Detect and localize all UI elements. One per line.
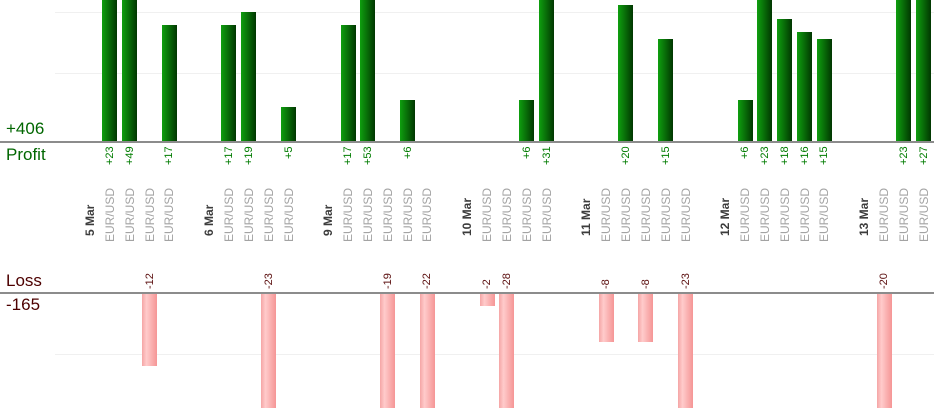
loss-value-label: -19 <box>381 273 394 289</box>
loss-bar <box>142 294 158 366</box>
profit-value-label: +16 <box>798 146 811 165</box>
loss-value-label: -12 <box>143 273 156 289</box>
profit-bar <box>102 0 118 141</box>
profit-value-label: +15 <box>818 146 831 165</box>
profit-bar <box>896 0 912 141</box>
profit-bar <box>658 39 674 141</box>
loss-bar <box>479 294 495 306</box>
profit-bar <box>539 0 555 141</box>
profit-value-label: +15 <box>659 146 672 165</box>
profit-bar <box>161 25 177 141</box>
profit-value-label: +17 <box>163 146 176 165</box>
symbol-label: EUR/USD <box>638 187 653 242</box>
loss-bar <box>419 294 435 408</box>
loss-value-label: -23 <box>262 273 275 289</box>
profit-bar <box>797 32 813 141</box>
symbol-label: EUR/USD <box>142 187 157 242</box>
symbol-label: EUR/USD <box>261 187 276 242</box>
profit-bar <box>281 107 296 141</box>
profit-value-label: +17 <box>342 146 355 165</box>
loss-bar <box>678 294 693 408</box>
profit-value-label: +20 <box>619 146 632 165</box>
symbol-label: EUR/USD <box>499 187 514 242</box>
profit-total: +406 <box>6 119 45 138</box>
loss-axis-title: Loss <box>6 271 42 290</box>
profit-bar <box>916 0 932 141</box>
loss-bar <box>638 294 654 342</box>
loss-bar <box>261 294 277 408</box>
date-label: 12 Mar <box>718 197 733 236</box>
symbol-label: EUR/USD <box>599 187 614 242</box>
loss-value-label: -2 <box>481 279 493 289</box>
profit-value-label: +6 <box>401 146 414 159</box>
loss-value-label: -23 <box>679 273 692 289</box>
profit-axis-title: Profit <box>6 145 46 164</box>
profit-bar <box>816 39 832 141</box>
loss-value-label: -22 <box>421 273 434 289</box>
profit-value-label: +17 <box>222 146 235 165</box>
loss-total: -165 <box>6 295 41 314</box>
profit-bar <box>757 0 773 141</box>
profit-value-label: +23 <box>897 146 910 165</box>
profit-bar <box>777 18 793 141</box>
profit-bar <box>360 0 376 141</box>
profit-bar <box>122 0 138 141</box>
profit-value-label: +19 <box>242 146 255 165</box>
date-label: 5 Mar <box>83 204 97 236</box>
profit-bar <box>340 25 356 141</box>
loss-bar <box>380 294 396 408</box>
profit-value-label: +23 <box>758 146 771 165</box>
profit-value-label: +27 <box>917 146 930 165</box>
date-label: 10 Mar <box>460 197 475 236</box>
profit-bar <box>519 100 535 141</box>
symbol-label: EUR/USD <box>420 187 435 242</box>
profit-value-label: +6 <box>739 146 752 159</box>
profit-gridline <box>55 73 934 74</box>
loss-axis-line <box>0 292 934 294</box>
loss-value-label: -8 <box>639 279 652 289</box>
profit-axis-line <box>0 141 934 143</box>
profit-bar <box>400 100 416 141</box>
symbol-label: EUR/USD <box>678 187 693 242</box>
profit-bar <box>221 25 237 141</box>
date-label: 13 Mar <box>857 197 872 236</box>
date-label: 11 Mar <box>579 198 594 236</box>
loss-bar <box>598 294 614 342</box>
profit-value-label: +18 <box>778 146 791 165</box>
profit-value-label: +31 <box>540 146 553 165</box>
profit-value-label: +6 <box>520 146 533 159</box>
profit-value-label: +5 <box>282 146 295 159</box>
profit-value-label: +23 <box>103 146 116 165</box>
profit-bar <box>737 100 753 141</box>
loss-value-label: -28 <box>500 273 513 289</box>
loss-bar <box>499 294 515 408</box>
date-label: 9 Mar <box>321 204 336 236</box>
profit-value-label: +49 <box>123 146 136 165</box>
date-label: 6 Mar <box>202 204 217 236</box>
profit-bar <box>241 11 257 141</box>
loss-value-label: -8 <box>600 279 613 289</box>
symbol-label: EUR/USD <box>380 187 395 242</box>
profit-value-label: +53 <box>361 146 374 165</box>
symbol-label: EUR/USD <box>480 187 494 242</box>
symbol-label: EUR/USD <box>877 187 891 242</box>
loss-gridline <box>55 354 934 355</box>
loss-bar <box>876 294 892 408</box>
loss-value-label: -20 <box>878 273 890 289</box>
profit-bar <box>618 5 634 141</box>
profit-gridline <box>55 12 934 13</box>
